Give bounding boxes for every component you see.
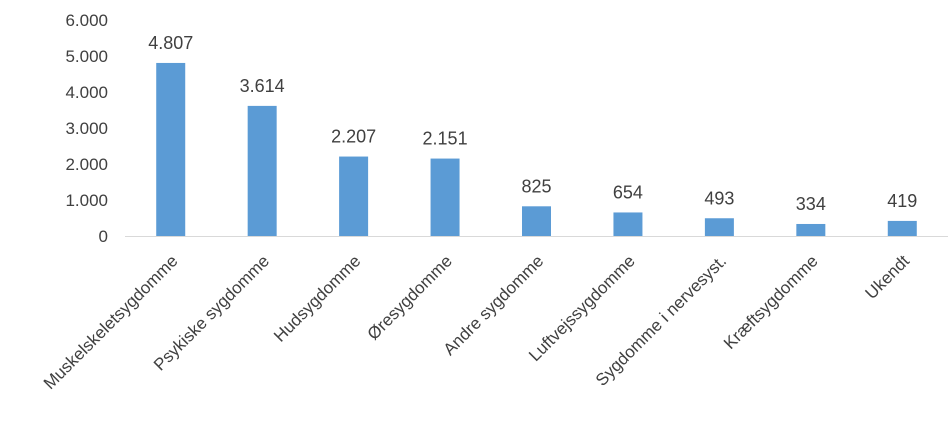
category-label: Ukendt — [862, 251, 914, 303]
bar — [156, 62, 186, 237]
category-label: Øresygdomme — [364, 251, 456, 343]
bar — [887, 220, 917, 236]
bar — [430, 158, 460, 236]
y-tick-label: 1.000 — [65, 191, 108, 210]
y-tick-label: 2.000 — [65, 155, 108, 174]
data-label: 334 — [796, 194, 826, 214]
bar — [339, 156, 369, 236]
category-label: Kræftsygdomme — [720, 251, 822, 353]
y-tick-label: 0 — [99, 227, 108, 246]
bar — [247, 105, 277, 236]
data-label: 493 — [704, 188, 734, 208]
y-tick-label: 5.000 — [65, 47, 108, 66]
data-label: 3.614 — [240, 76, 285, 96]
bar — [522, 206, 551, 236]
bar — [704, 218, 734, 236]
bar — [613, 212, 643, 236]
y-tick-label: 4.000 — [65, 83, 108, 102]
data-label: 2.151 — [423, 129, 468, 149]
y-tick-label: 6.000 — [65, 11, 108, 30]
bars — [156, 62, 917, 237]
category-label: Andre sygdomme — [440, 251, 548, 359]
y-axis-ticks: 0 1.000 2.000 3.000 4.000 5.000 6.000 — [65, 11, 108, 246]
bar — [796, 223, 826, 236]
data-labels: 4.807 3.614 2.207 2.151 825 654 493 334 419 — [148, 33, 917, 214]
y-tick-label: 3.000 — [65, 119, 108, 138]
data-label: 419 — [887, 191, 917, 211]
data-label: 825 — [521, 176, 551, 196]
data-label: 2.207 — [331, 127, 376, 147]
data-label: 4.807 — [148, 33, 193, 53]
data-label: 654 — [613, 182, 643, 202]
category-label: Hudsygdomme — [270, 251, 364, 345]
